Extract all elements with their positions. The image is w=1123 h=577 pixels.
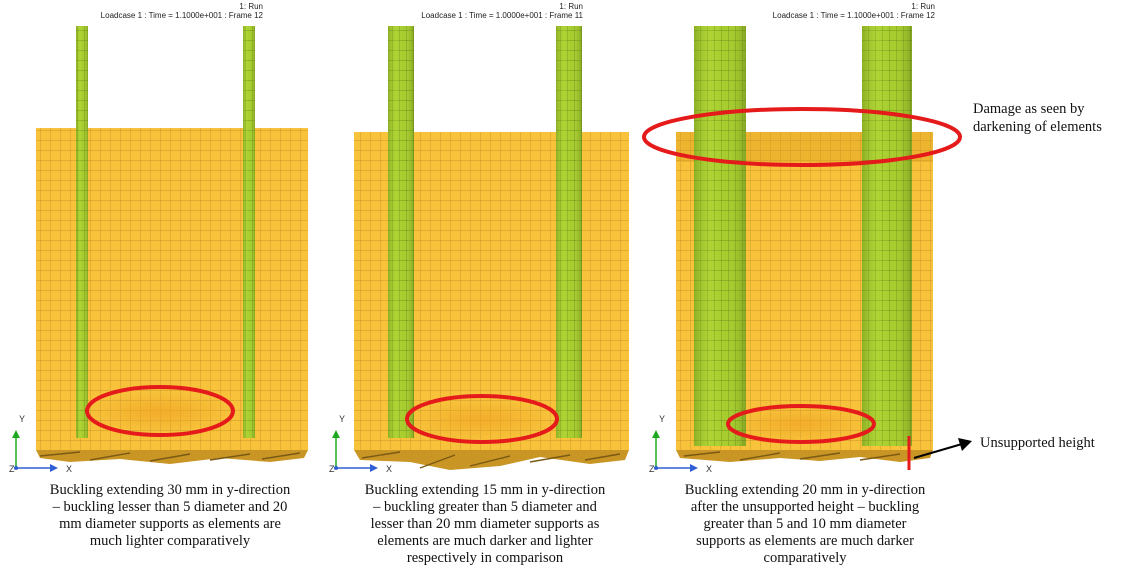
panel-2-header: 1: Run Loadcase 1 : Time = 1.0000e+001 :… xyxy=(421,2,583,20)
panel-3: Y Z X xyxy=(642,26,962,474)
panel-1: Y Z X xyxy=(9,26,308,474)
panel-2-support-right xyxy=(556,26,582,438)
panel-1-buckled-base xyxy=(36,450,308,464)
panel-1-damage-zone xyxy=(88,392,232,432)
panel-1-axis-triad: Y Z X xyxy=(9,414,72,474)
panel-1-axis-x-label: X xyxy=(66,464,72,474)
panel-2-highlight-ring xyxy=(405,394,559,444)
panel-2-header-run: 1: Run xyxy=(559,2,583,11)
panel-3-header-loadcase: Loadcase 1 : Time = 1.1000e+001 : Frame … xyxy=(772,11,935,20)
panel-1-support-right xyxy=(243,26,255,438)
panel-2-axis-z-label: Z xyxy=(329,464,335,474)
panel-2-header-loadcase: Loadcase 1 : Time = 1.0000e+001 : Frame … xyxy=(421,11,583,20)
panel-2-axis-x-label: X xyxy=(386,464,392,474)
damage-annotation: Damage as seen by darkening of elements xyxy=(973,100,1102,136)
panel-1-caption: Buckling extending 30 mm in y-direction … xyxy=(20,482,320,550)
panel-2-caption-line: lesser than 20 mm diameter supports as xyxy=(370,516,600,532)
panel-3-caption-line: supports as elements are much darker xyxy=(696,533,914,549)
panel-1-caption-line: mm diameter supports as elements are xyxy=(59,516,281,532)
panel-2-caption-line: Buckling extending 15 mm in y-direction xyxy=(364,482,606,498)
panel-1-header: 1: Run Loadcase 1 : Time = 1.1000e+001 :… xyxy=(101,2,263,20)
panel-3-axis-triad: Y Z X xyxy=(649,414,712,474)
panel-3-caption: Buckling extending 20 mm in y-direction … xyxy=(655,482,955,567)
panel-2-axis-y-label: Y xyxy=(339,414,345,424)
panel-3-support-right xyxy=(862,26,912,446)
panel-3-caption-line: after the unsupported height – buckling xyxy=(690,499,920,515)
panel-1-axis-z-label: Z xyxy=(9,464,15,474)
panel-2-caption-line: respectively in comparison xyxy=(406,550,564,566)
panel-2: Y Z X xyxy=(329,26,629,474)
panel-1-header-loadcase: Loadcase 1 : Time = 1.1000e+001 : Frame … xyxy=(100,11,263,20)
panel-2-support-left xyxy=(388,26,414,438)
panel-3-caption-line: Buckling extending 20 mm in y-direction xyxy=(684,482,926,498)
panel-3-axis-x-label: X xyxy=(706,464,712,474)
panel-2-caption-line: – buckling greater than 5 diameter and xyxy=(373,499,597,515)
panel-3-header: 1: Run Loadcase 1 : Time = 1.1000e+001 :… xyxy=(773,2,935,20)
panel-3-support-left xyxy=(694,26,746,446)
panel-3-caption-line: greater than 5 and 10 mm diameter xyxy=(703,516,907,532)
panel-3-axis-y-label: Y xyxy=(659,414,665,424)
panel-1-highlight-ring xyxy=(85,385,235,437)
unsupported-height-label: Unsupported height xyxy=(980,435,1095,451)
panel-1-header-run: 1: Run xyxy=(239,2,263,11)
panel-3-damage-zone xyxy=(730,406,870,442)
panel-1-axis-y-label: Y xyxy=(19,414,25,424)
damage-annotation-line: darkening of elements xyxy=(973,119,1102,135)
panel-2-caption-line: elements are much darker and lighter xyxy=(377,533,593,549)
panel-3-highlight-ring-top xyxy=(642,107,962,167)
panel-3-buckled-base xyxy=(676,450,933,462)
panel-3-header-run: 1: Run xyxy=(911,2,935,11)
panel-2-buckled-base xyxy=(354,450,629,470)
panel-1-support-left xyxy=(76,26,88,438)
damage-annotation-line: Damage as seen by xyxy=(973,101,1085,117)
panel-1-caption-line: – buckling lesser than 5 diameter and 20 xyxy=(52,499,288,515)
panel-2-axis-triad: Y Z X xyxy=(329,414,392,474)
panel-3-caption-line: comparatively xyxy=(763,550,847,566)
unsupported-height-arrow xyxy=(913,438,972,459)
panel-1-caption-line: Buckling extending 30 mm in y-direction xyxy=(49,482,291,498)
panel-3-axis-z-label: Z xyxy=(649,464,655,474)
panel-2-caption: Buckling extending 15 mm in y-direction … xyxy=(335,482,635,567)
panel-2-damage-zone xyxy=(410,400,554,440)
panel-3-highlight-ring-bottom xyxy=(726,404,876,444)
panel-1-caption-line: much lighter comparatively xyxy=(89,533,251,549)
